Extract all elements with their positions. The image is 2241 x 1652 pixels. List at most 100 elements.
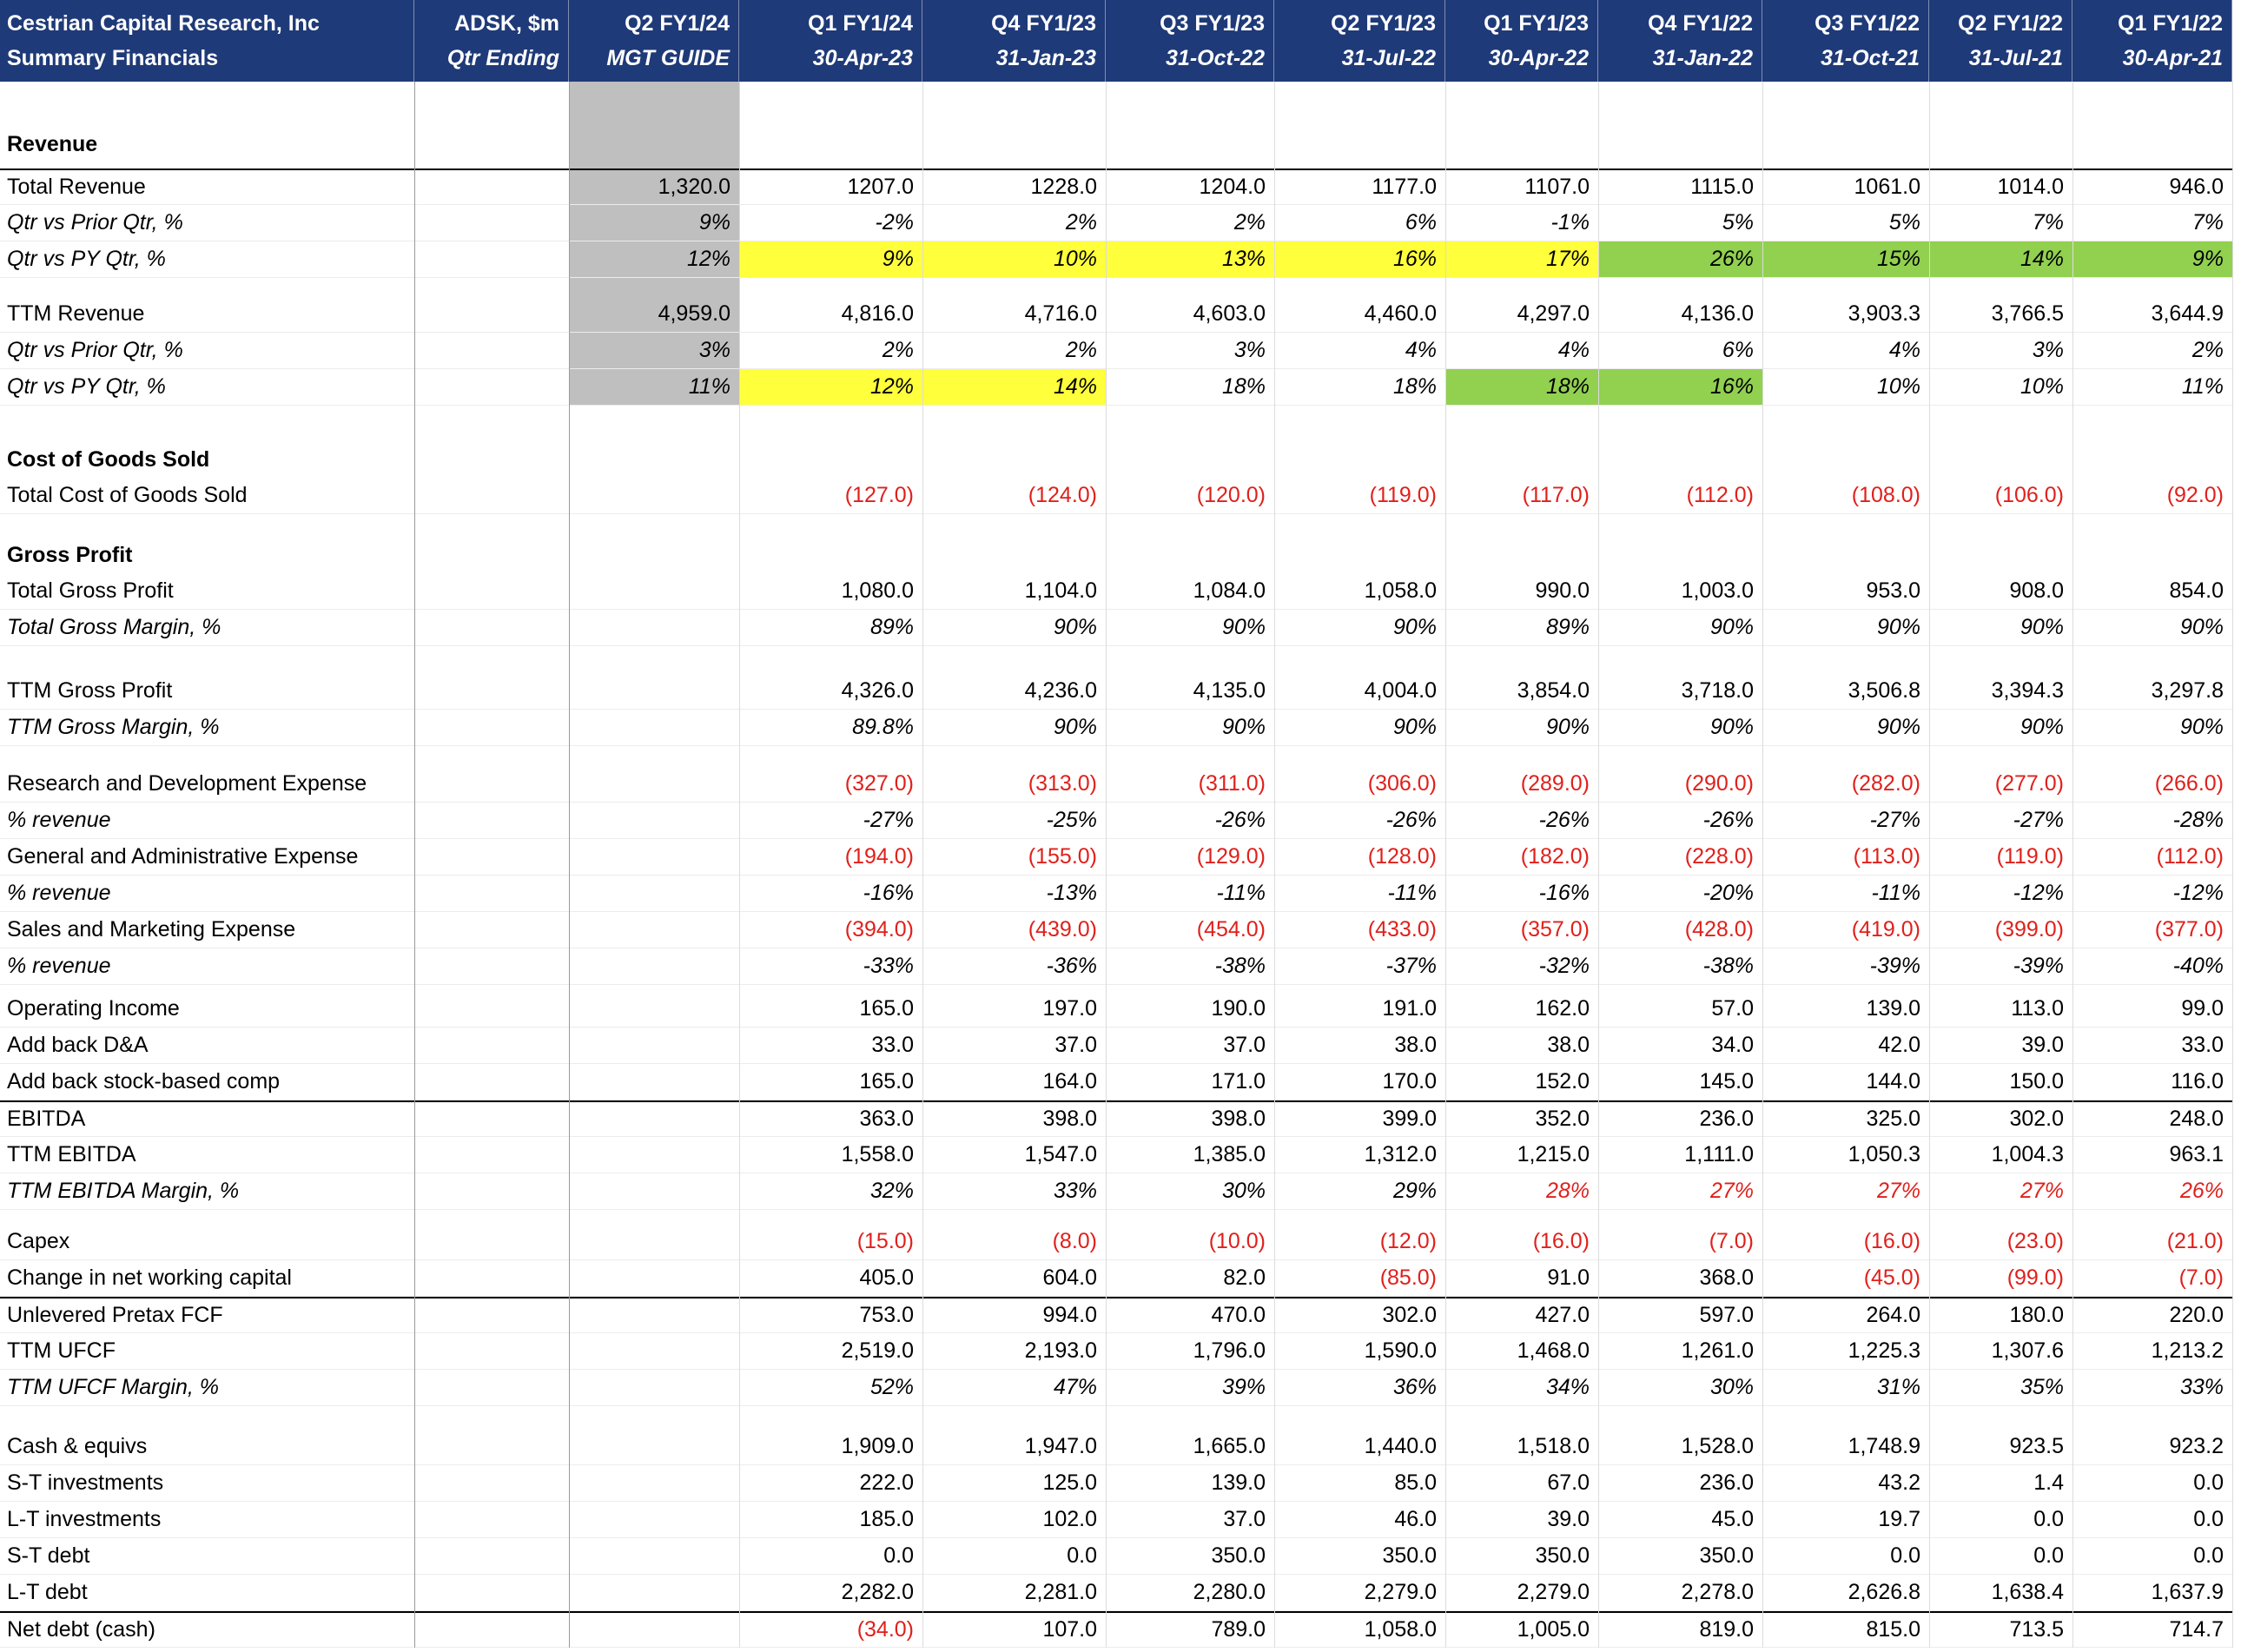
value-cell: (117.0) <box>1522 483 1590 507</box>
table-row: TTM Revenue 4,959.0 4,816.0 4,716.0 4,603.0 4… <box>0 296 2232 333</box>
column-separator <box>1598 82 1599 1648</box>
value-cell: 350.0 <box>1535 1543 1590 1568</box>
guide-cell <box>569 1333 739 1369</box>
value-cell: 1204.0 <box>1199 175 1266 199</box>
value-cell: 9% <box>739 241 922 277</box>
header-cell: Q1 FY1/22 30-Apr-21 <box>2072 0 2232 82</box>
value-cell: 248.0 <box>2169 1107 2224 1131</box>
value-cell: 352.0 <box>1535 1107 1590 1131</box>
value-cell: -27% <box>1869 808 1920 832</box>
value-cell: (16.0) <box>1863 1229 1920 1253</box>
row-label: % revenue <box>7 954 111 978</box>
value-cell: 4,297.0 <box>1517 301 1590 326</box>
table-row: Total Revenue 1,320.0 1207.0 1228.0 1204.0 11… <box>0 169 2232 205</box>
value-cell: 99.0 <box>2181 996 2224 1021</box>
ticker-cell <box>414 610 569 645</box>
column-separator <box>739 82 740 1648</box>
column-separator <box>1762 82 1763 1648</box>
table-row: Total Gross Profit 1,080.0 1,104.0 1,084.0 1… <box>0 573 2232 610</box>
column-separator <box>569 82 570 1648</box>
value-cell: 1,050.3 <box>1848 1142 1920 1166</box>
ticker-cell <box>414 1502 569 1537</box>
value-cell: (194.0) <box>844 844 914 869</box>
table-row: TTM UFCF 2,519.0 2,193.0 1,796.0 1,590.0 1,46… <box>0 1333 2232 1370</box>
value-cell: 1014.0 <box>1997 175 2064 199</box>
value-cell: 113.0 <box>2011 996 2064 1021</box>
value-cell: 37.0 <box>1223 1507 1266 1531</box>
table-row: Net debt (cash) (34.0) 107.0 789.0 1,058.0 1,… <box>0 1611 2232 1648</box>
value-cell: 427.0 <box>1535 1303 1590 1327</box>
guide-cell <box>569 1224 739 1259</box>
value-cell: 17% <box>1445 241 1598 277</box>
row-label: EBITDA <box>7 1107 86 1131</box>
value-cell: 398.0 <box>1211 1107 1266 1131</box>
table-row: S-T investments 222.0 125.0 139.0 85.0 67.0 23… <box>0 1465 2232 1502</box>
table-row: Change in net working capital 405.0 604.0 8… <box>0 1260 2232 1297</box>
value-cell: (313.0) <box>1028 771 1097 796</box>
value-cell: 302.0 <box>2009 1107 2064 1131</box>
value-cell: 42.0 <box>1878 1033 1920 1057</box>
value-cell: 35% <box>2020 1375 2064 1399</box>
value-cell: (306.0) <box>1367 771 1437 796</box>
value-cell: 90% <box>1221 715 1266 739</box>
value-cell: (311.0) <box>1198 771 1266 796</box>
value-cell: 5% <box>1888 210 1920 235</box>
value-cell: 1,637.9 <box>2151 1580 2224 1604</box>
value-cell: 963.1 <box>2169 1142 2224 1166</box>
table-row: L-T debt 2,282.0 2,281.0 2,280.0 2,279.0 2,27… <box>0 1575 2232 1611</box>
value-cell: 90% <box>1876 715 1920 739</box>
value-cell: 405.0 <box>859 1265 914 1290</box>
section-heading-row: Cost of Goods Sold <box>0 441 2232 478</box>
value-cell: 2,279.0 <box>1364 1580 1437 1604</box>
value-cell: -13% <box>1046 881 1097 905</box>
value-cell: 1,261.0 <box>1681 1338 1754 1363</box>
value-cell: 236.0 <box>1699 1107 1754 1131</box>
value-cell: 946.0 <box>2169 175 2224 199</box>
value-cell: 10% <box>922 241 1106 277</box>
guide-cell <box>569 1298 739 1332</box>
value-cell: 923.5 <box>2009 1434 2064 1458</box>
ticker-cell <box>414 478 569 513</box>
row-label: Add back D&A <box>7 1033 149 1057</box>
value-cell: 36% <box>1392 1375 1437 1399</box>
value-cell: 15% <box>1762 241 1929 277</box>
row-label: Capex <box>7 1229 70 1253</box>
row-label: TTM UFCF Margin, % <box>7 1375 219 1399</box>
value-cell: -26% <box>1385 808 1437 832</box>
header-guide-sub: MGT GUIDE <box>606 46 730 70</box>
value-cell: 152.0 <box>1535 1069 1590 1094</box>
column-separator <box>414 82 415 1648</box>
value-cell: 6% <box>1405 210 1437 235</box>
value-cell: 4,004.0 <box>1364 678 1437 703</box>
value-cell: -37% <box>1385 954 1437 978</box>
ticker-cell <box>414 839 569 875</box>
value-cell: -2% <box>875 210 914 235</box>
value-cell: 164.0 <box>1042 1069 1097 1094</box>
value-cell: 29% <box>1392 1179 1437 1203</box>
ticker-cell <box>414 369 569 405</box>
section-heading-row: Revenue <box>0 120 2232 169</box>
header-cell: Q3 FY1/23 31-Oct-22 <box>1106 0 1274 82</box>
guide-cell: 9% <box>698 210 730 235</box>
value-cell: 191.0 <box>1382 996 1437 1021</box>
value-cell: 368.0 <box>1699 1265 1754 1290</box>
value-cell: 89.8% <box>852 715 914 739</box>
value-cell: (119.0) <box>1369 483 1437 507</box>
value-cell: -16% <box>1538 881 1590 905</box>
value-cell: 220.0 <box>2169 1303 2224 1327</box>
table-row: Add back stock-based comp 165.0 164.0 171.0… <box>0 1064 2232 1100</box>
guide-cell <box>569 766 739 802</box>
table-row: Cash & equivs 1,909.0 1,947.0 1,665.0 1,440.… <box>0 1429 2232 1465</box>
value-cell: 144.0 <box>1866 1069 1920 1094</box>
column-date: 31-Jan-23 <box>995 46 1096 70</box>
table-row: Operating Income 165.0 197.0 190.0 191.0 162.… <box>0 991 2232 1028</box>
header-guide: Q2 FY1/24 <box>625 11 730 36</box>
value-cell: 753.0 <box>859 1303 914 1327</box>
value-cell: 18% <box>1221 374 1266 399</box>
value-cell: 28% <box>1545 1179 1590 1203</box>
ticker-cell <box>414 876 569 911</box>
value-cell: 3,766.5 <box>1991 301 2064 326</box>
value-cell: 14% <box>922 369 1106 405</box>
column-date: 31-Jul-21 <box>1968 46 2063 70</box>
